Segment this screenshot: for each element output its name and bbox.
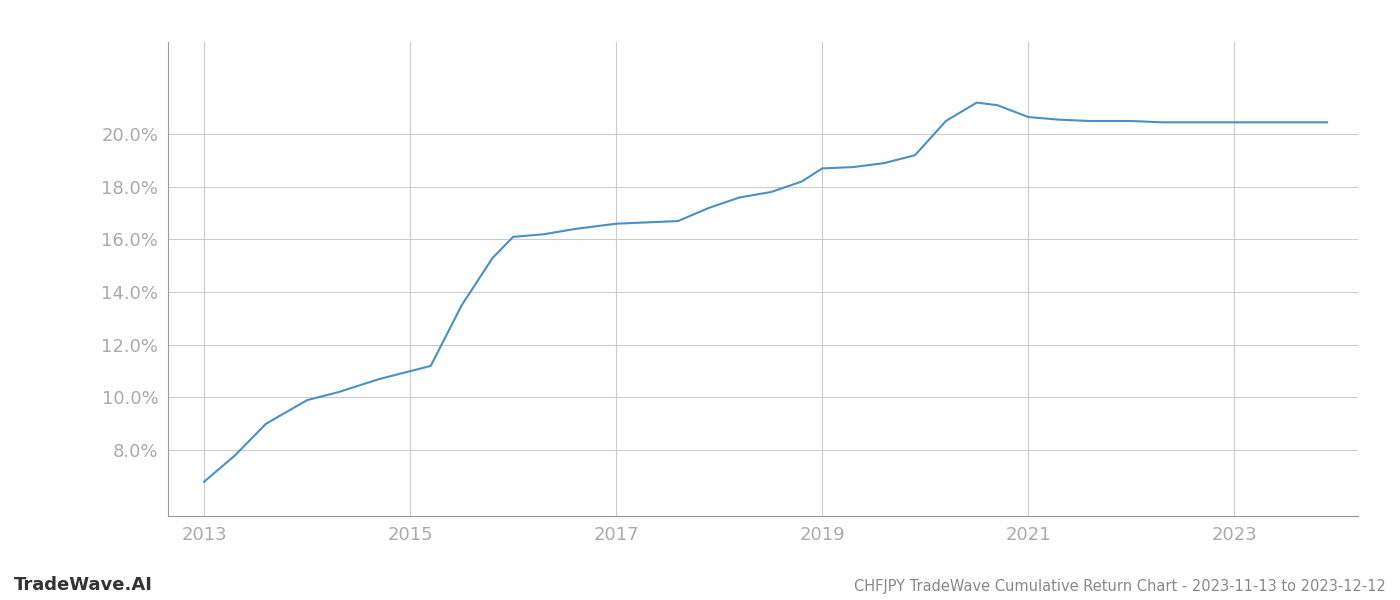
Text: CHFJPY TradeWave Cumulative Return Chart - 2023-11-13 to 2023-12-12: CHFJPY TradeWave Cumulative Return Chart…	[854, 579, 1386, 594]
Text: TradeWave.AI: TradeWave.AI	[14, 576, 153, 594]
